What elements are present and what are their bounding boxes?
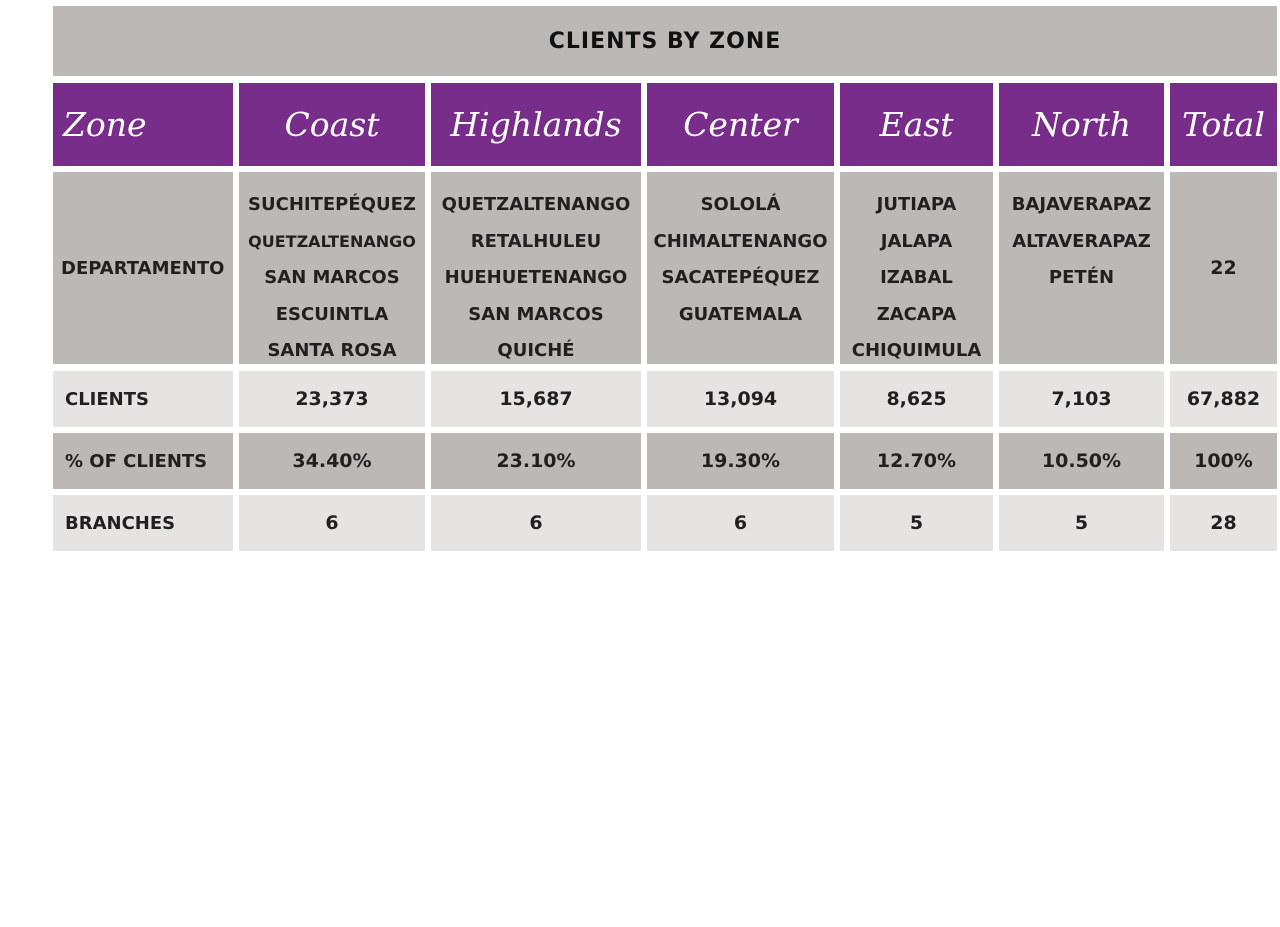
list-item: QUETZALTENANGO (441, 194, 631, 215)
clients-coast: 23,373 (239, 371, 425, 427)
departamento-highlands: QUETZALTENANGO RETALHULEU HUEHUETENANGO … (431, 172, 641, 364)
branches-north: 5 (999, 495, 1164, 551)
clients-east: 8,625 (840, 371, 993, 427)
list-item: CHIMALTENANGO (653, 230, 828, 252)
table-title: CLIENTS BY ZONE (53, 6, 1277, 76)
departamento-north: BAJAVERAPAZ ALTAVERAPAZ PETÉN (999, 172, 1164, 364)
list-item: SUCHITEPÉQUEZ (248, 194, 416, 215)
list-item: PETÉN (1048, 267, 1115, 288)
percent-coast: 34.40% (239, 433, 425, 489)
header-coast: Coast (239, 83, 425, 166)
list-item: SANTA ROSA (267, 340, 397, 361)
list-item: ZACAPA (876, 303, 957, 325)
list-item: CHIQUIMULA (851, 340, 982, 361)
departamento-east: JUTIAPA JALAPA IZABAL ZACAPA CHIQUIMULA (840, 172, 993, 364)
branches-total: 28 (1170, 495, 1277, 551)
branches-highlands: 6 (431, 495, 641, 551)
list-item: SACATEPÉQUEZ (661, 267, 820, 288)
header-zone: Zone (53, 83, 233, 166)
list-item: ALTAVERAPAZ (1012, 230, 1151, 252)
list-item: IZABAL (880, 267, 953, 288)
list-item: QUICHÉ (497, 340, 575, 361)
percent-north: 10.50% (999, 433, 1164, 489)
row-label-departamento: DEPARTAMENTO (53, 172, 233, 364)
list-item: QUETZALTENANGO (248, 231, 416, 251)
row-label-clients: CLIENTS (53, 371, 233, 427)
clients-center: 13,094 (647, 371, 834, 427)
list-item: SOLOLÁ (700, 194, 781, 215)
list-item: RETALHULEU (470, 230, 602, 252)
departamento-center: SOLOLÁ CHIMALTENANGO SACATEPÉQUEZ GUATEM… (647, 172, 834, 364)
branches-coast: 6 (239, 495, 425, 551)
header-north: North (999, 83, 1164, 166)
list-item: SAN MARCOS (468, 303, 604, 325)
row-label-branches: BRANCHES (53, 495, 233, 551)
header-east: East (840, 83, 993, 166)
list-item: JUTIAPA (876, 194, 957, 215)
list-item: GUATEMALA (678, 303, 803, 325)
list-item: SAN MARCOS (264, 267, 400, 288)
departamento-coast: SUCHITEPÉQUEZ QUETZALTENANGO SAN MARCOS … (239, 172, 425, 364)
percent-center: 19.30% (647, 433, 834, 489)
list-item: BAJAVERAPAZ (1011, 194, 1152, 215)
list-item: JALAPA (880, 230, 953, 252)
row-label-percent-clients: % OF CLIENTS (53, 433, 233, 489)
clients-north: 7,103 (999, 371, 1164, 427)
header-total: Total (1170, 83, 1277, 166)
percent-highlands: 23.10% (431, 433, 641, 489)
departamento-total: 22 (1170, 172, 1277, 364)
branches-east: 5 (840, 495, 993, 551)
percent-east: 12.70% (840, 433, 993, 489)
branches-center: 6 (647, 495, 834, 551)
list-item: ESCUINTLA (275, 303, 389, 325)
clients-highlands: 15,687 (431, 371, 641, 427)
header-center: Center (647, 83, 834, 166)
header-highlands: Highlands (431, 83, 641, 166)
list-item: HUEHUETENANGO (444, 267, 628, 288)
percent-total: 100% (1170, 433, 1277, 489)
clients-total: 67,882 (1170, 371, 1277, 427)
